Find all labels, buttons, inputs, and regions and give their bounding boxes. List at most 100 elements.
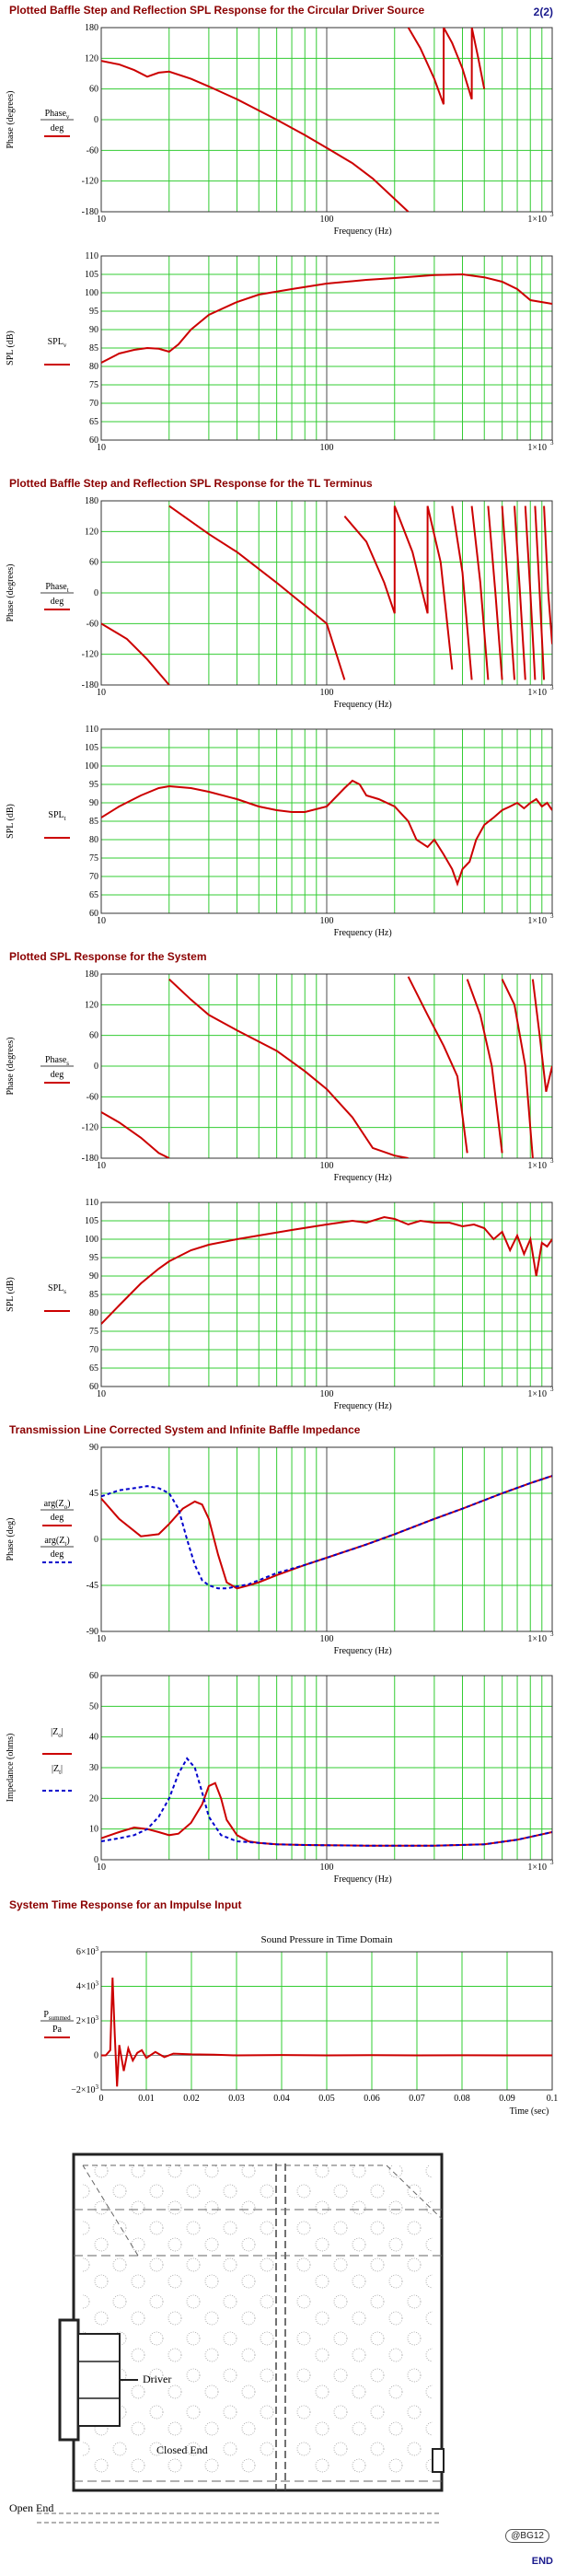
y-tick-label: 100 [85, 288, 98, 298]
x-tick-label: 10 [97, 1389, 106, 1399]
y-tick-label: 120 [85, 1000, 98, 1010]
grid [101, 974, 552, 1158]
legend-label: |Zo| [51, 1727, 64, 1739]
y-tick-label: 2×103 [76, 2014, 99, 2026]
legend-subscript: s [66, 1060, 69, 1067]
y-axis-label: Phase (degrees) [6, 1037, 16, 1095]
y-tick-label: 95 [89, 780, 98, 790]
legend: SPLv [44, 337, 70, 366]
series-line-0 [101, 273, 552, 364]
x-tick-label: 1×10 [527, 443, 547, 453]
chart-title: Sound Pressure in Time Domain [260, 1934, 393, 1945]
y-tick-label: 90 [89, 1443, 98, 1453]
legend-label: SPLv [48, 337, 67, 349]
y-tick-label: 85 [89, 817, 98, 827]
x-tick-label: 10 [97, 1862, 106, 1873]
y-tick-label: 70 [89, 872, 98, 882]
series-line-1 [101, 1757, 552, 1847]
y-tick-label: 180 [85, 969, 98, 980]
x-tick-label: 100 [320, 1634, 334, 1644]
y-tick-label: 60 [89, 85, 98, 95]
section-title-tl: Plotted Baffle Step and Reflection SPL R… [9, 477, 373, 490]
y-tick-label: 75 [89, 1327, 98, 1337]
x-tick-label: 1×10 [527, 916, 547, 926]
y-tick-exponent: 3 [96, 1945, 99, 1953]
page-number: 2(2) [533, 6, 553, 18]
y-tick-exponent: 3 [96, 1980, 99, 1988]
y-tick-label: 6×103 [76, 1945, 99, 1957]
x-tick-label: 100 [320, 688, 334, 698]
legend: SPLs [44, 1283, 70, 1312]
legend-denominator: deg [51, 1549, 64, 1560]
plot-frame [100, 1446, 553, 1632]
y-tick-label: 75 [89, 853, 98, 864]
plot-frame [100, 255, 553, 441]
y-tick-label: 110 [85, 725, 98, 735]
legend-subscript: v [66, 113, 70, 121]
divider-line [82, 2164, 139, 2257]
y-tick-label: 80 [89, 362, 98, 372]
legend-subscript: t [64, 1540, 66, 1548]
x-tick-label: 10 [97, 916, 106, 926]
x-tick-label: 10 [97, 1634, 106, 1644]
x-tick-exponent: 3 [550, 1386, 554, 1393]
legend-label: SPLs [48, 1283, 66, 1295]
series-line-0 [101, 779, 552, 888]
y-tick-label: 70 [89, 399, 98, 409]
y-tick-label: 0 [94, 1855, 98, 1865]
driver-label: Driver [143, 2373, 171, 2385]
y-tick-label: 60 [89, 909, 98, 919]
legend-subscript: t [64, 815, 66, 822]
y-tick-label: 0 [94, 2051, 98, 2061]
grid [101, 501, 552, 685]
y-tick-label: 180 [85, 23, 98, 33]
x-axis-label: Frequency (Hz) [334, 1646, 392, 1656]
y-tick-label: -120 [82, 1123, 98, 1133]
y-axis-label: Phase (degrees) [6, 563, 16, 621]
x-tick-label: 0.09 [499, 2094, 515, 2104]
closed-end-label: Closed End [156, 2443, 208, 2456]
y-tick-label: 10 [89, 1825, 98, 1835]
y-tick-label: 120 [85, 527, 98, 537]
y-tick-label: -45 [87, 1581, 98, 1591]
y-tick-label: 60 [89, 558, 98, 568]
x-tick-label: 1×10 [527, 215, 547, 225]
x-tick-label: 100 [320, 1862, 334, 1873]
y-tick-label: 60 [89, 1031, 98, 1041]
legend-label-end: ) [67, 1499, 70, 1509]
legend-label: |Zt| [52, 1764, 63, 1776]
x-axis-label: Frequency (Hz) [334, 928, 392, 938]
y-tick-label: 0 [94, 115, 98, 125]
x-tick-label: 1×10 [527, 688, 547, 698]
y-tick-label: 80 [89, 835, 98, 845]
y-tick-label: -60 [87, 619, 98, 629]
x-axis-label: Frequency (Hz) [334, 226, 392, 237]
y-tick-label: -60 [87, 145, 98, 156]
y-tick-label: 4×103 [76, 1980, 99, 1992]
plot-frame [100, 1951, 553, 2091]
series-line-1 [101, 1475, 552, 1590]
y-axis-label: SPL (dB) [6, 331, 16, 366]
x-tick-label: 10 [97, 688, 106, 698]
y-tick-label: 90 [89, 798, 98, 808]
x-tick-label: 0 [99, 2094, 104, 2104]
grid [101, 1676, 552, 1860]
y-tick-label: 85 [89, 1290, 98, 1300]
y-tick-label: 40 [89, 1733, 98, 1743]
plot-frame [100, 27, 553, 213]
y-tick-label: 70 [89, 1345, 98, 1355]
legend-denominator: Pa [52, 2025, 63, 2035]
x-tick-label: 0.05 [318, 2094, 335, 2104]
y-tick-label: 120 [85, 53, 98, 64]
grid [101, 1952, 552, 2090]
y-tick-label: -120 [82, 650, 98, 660]
y-tick-label: 75 [89, 380, 98, 390]
series-line-0 [101, 1978, 552, 2087]
legend-label-end: ) [66, 1536, 69, 1546]
x-tick-label: 100 [320, 215, 334, 225]
x-tick-label: 1×10 [527, 1862, 547, 1873]
